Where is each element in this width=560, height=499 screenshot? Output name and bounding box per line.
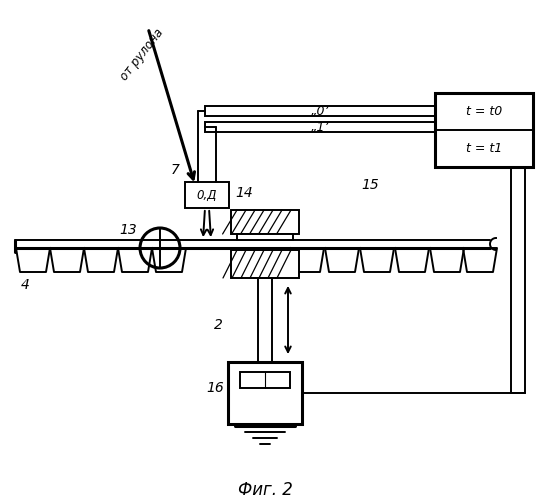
Bar bbox=[240, 372, 290, 388]
Text: 16: 16 bbox=[206, 381, 224, 395]
Bar bbox=[231, 210, 299, 234]
Text: Фиг. 2: Фиг. 2 bbox=[237, 481, 292, 499]
Bar bbox=[231, 250, 299, 278]
Bar bbox=[435, 93, 533, 167]
Text: t = t0: t = t0 bbox=[466, 105, 502, 118]
Bar bbox=[228, 362, 302, 424]
Bar bbox=[205, 106, 435, 116]
Bar bbox=[185, 182, 229, 208]
Text: „0’: „0’ bbox=[311, 104, 329, 117]
Text: t = t1: t = t1 bbox=[466, 142, 502, 155]
Text: „1’: „1’ bbox=[311, 120, 329, 134]
Bar bbox=[237, 234, 293, 240]
Text: от рулона: от рулона bbox=[118, 26, 166, 83]
Bar bbox=[205, 122, 435, 132]
Text: 15: 15 bbox=[361, 178, 379, 192]
Text: 0,Д: 0,Д bbox=[197, 189, 217, 202]
Text: 4: 4 bbox=[21, 278, 30, 292]
Text: 13: 13 bbox=[119, 223, 137, 237]
Text: 2: 2 bbox=[213, 318, 222, 332]
Text: 14: 14 bbox=[235, 186, 253, 200]
Text: 7: 7 bbox=[171, 163, 179, 177]
